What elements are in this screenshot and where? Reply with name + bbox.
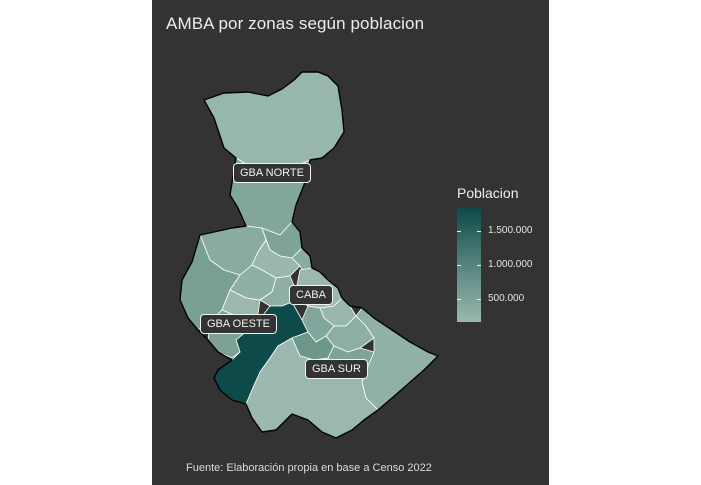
source-caption: Fuente: Elaboración propia en base a Cen… bbox=[186, 462, 432, 474]
amba-map bbox=[179, 71, 439, 439]
amba-outline bbox=[179, 71, 439, 439]
legend-tick-label: 1.500.000 bbox=[488, 225, 533, 236]
label-caba: CABA bbox=[289, 285, 333, 305]
label-gba-sur: GBA SUR bbox=[305, 359, 368, 379]
map-title: AMBA por zonas según poblacion bbox=[166, 14, 425, 33]
label-gba-norte: GBA NORTE bbox=[233, 163, 311, 183]
partido-sur-d bbox=[325, 315, 375, 353]
legend-title: Poblacion bbox=[457, 185, 519, 201]
legend-tick-label: 1.000.000 bbox=[488, 259, 533, 270]
label-gba-oeste: GBA OESTE bbox=[200, 314, 277, 334]
legend-tick-label: 500.000 bbox=[488, 293, 525, 304]
partido-norte-north bbox=[203, 71, 345, 171]
